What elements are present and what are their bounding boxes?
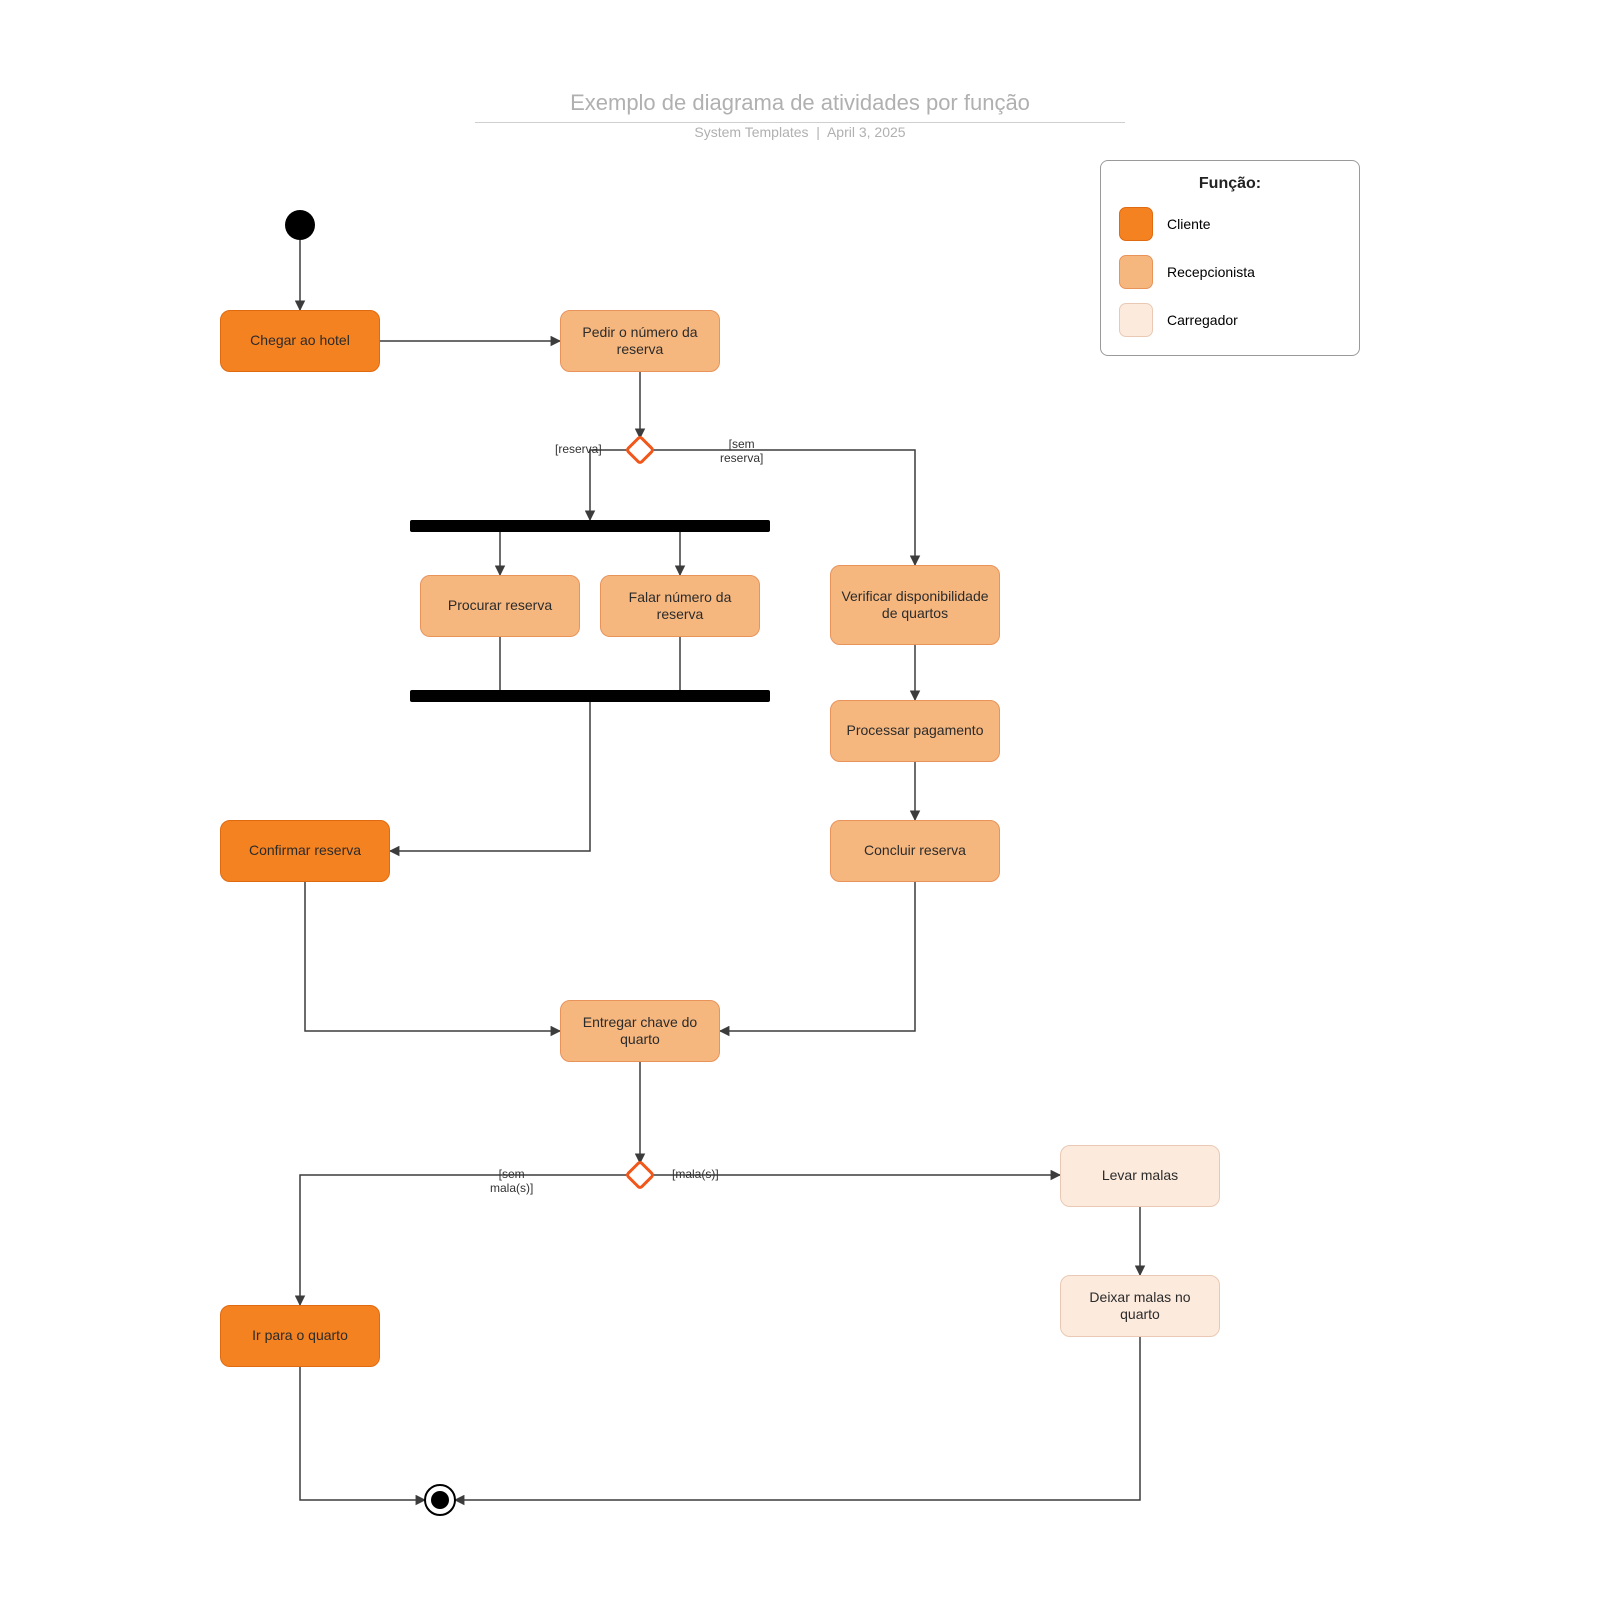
legend-item-carregador: Carregador — [1119, 303, 1341, 337]
edge-label-reserva: [reserva] — [555, 443, 602, 457]
node-label: Deixar malas no quarto — [1071, 1289, 1209, 1324]
legend-label: Carregador — [1167, 312, 1238, 328]
node-label: Confirmar reserva — [249, 842, 361, 860]
edge-4 — [652, 450, 915, 565]
node-label: Levar malas — [1102, 1167, 1178, 1185]
node-entregar: Entregar chave do quarto — [560, 1000, 720, 1062]
legend-item-recepcionista: Recepcionista — [1119, 255, 1341, 289]
legend-title: Função: — [1119, 175, 1341, 193]
edge-12 — [720, 882, 915, 1031]
edge-13 — [305, 882, 560, 1031]
node-falar: Falar número da reserva — [600, 575, 760, 637]
edge-9 — [390, 702, 590, 851]
node-label: Concluir reserva — [864, 842, 966, 860]
node-pedir: Pedir o número da reserva — [560, 310, 720, 372]
edge-19 — [300, 1367, 425, 1500]
page-subtitle: System Templates | April 3, 2025 — [0, 124, 1600, 140]
node-label: Falar número da reserva — [611, 589, 749, 624]
node-label: Pedir o número da reserva — [571, 324, 709, 359]
legend-swatch — [1119, 303, 1153, 337]
edge-16 — [300, 1175, 628, 1305]
decision-reserva — [624, 434, 655, 465]
node-processar: Processar pagamento — [830, 700, 1000, 762]
legend-swatch — [1119, 207, 1153, 241]
edge-3 — [590, 450, 628, 520]
edge-label-mala: [mala(s)] — [672, 1168, 719, 1182]
legend-swatch — [1119, 255, 1153, 289]
legend-label: Recepcionista — [1167, 264, 1255, 280]
legend-box: Função: Cliente Recepcionista Carregador — [1100, 160, 1360, 356]
edge-18 — [455, 1337, 1140, 1500]
edge-label-sem_mala: [sem mala(s)] — [490, 1168, 533, 1196]
legend-item-cliente: Cliente — [1119, 207, 1341, 241]
node-ir: Ir para o quarto — [220, 1305, 380, 1367]
join-bar — [410, 690, 770, 702]
legend-label: Cliente — [1167, 216, 1211, 232]
start-node — [285, 210, 315, 240]
node-confirmar: Confirmar reserva — [220, 820, 390, 882]
node-label: Processar pagamento — [847, 722, 984, 740]
page-title: Exemplo de diagrama de atividades por fu… — [475, 90, 1125, 123]
node-procurar: Procurar reserva — [420, 575, 580, 637]
node-label: Ir para o quarto — [252, 1327, 348, 1345]
end-node — [425, 1485, 455, 1515]
fork-bar — [410, 520, 770, 532]
node-label: Entregar chave do quarto — [571, 1014, 709, 1049]
node-levar: Levar malas — [1060, 1145, 1220, 1207]
node-label: Procurar reserva — [448, 597, 552, 615]
decision-malas — [624, 1159, 655, 1190]
node-verificar: Verificar disponibilidade de quartos — [830, 565, 1000, 645]
subtitle-date: April 3, 2025 — [827, 124, 906, 140]
node-label: Verificar disponibilidade de quartos — [841, 588, 989, 623]
node-concluir: Concluir reserva — [830, 820, 1000, 882]
node-chegar: Chegar ao hotel — [220, 310, 380, 372]
node-deixar: Deixar malas no quarto — [1060, 1275, 1220, 1337]
subtitle-author: System Templates — [694, 124, 808, 140]
edge-label-sem_reserva: [sem reserva] — [720, 438, 763, 466]
node-label: Chegar ao hotel — [250, 332, 350, 350]
